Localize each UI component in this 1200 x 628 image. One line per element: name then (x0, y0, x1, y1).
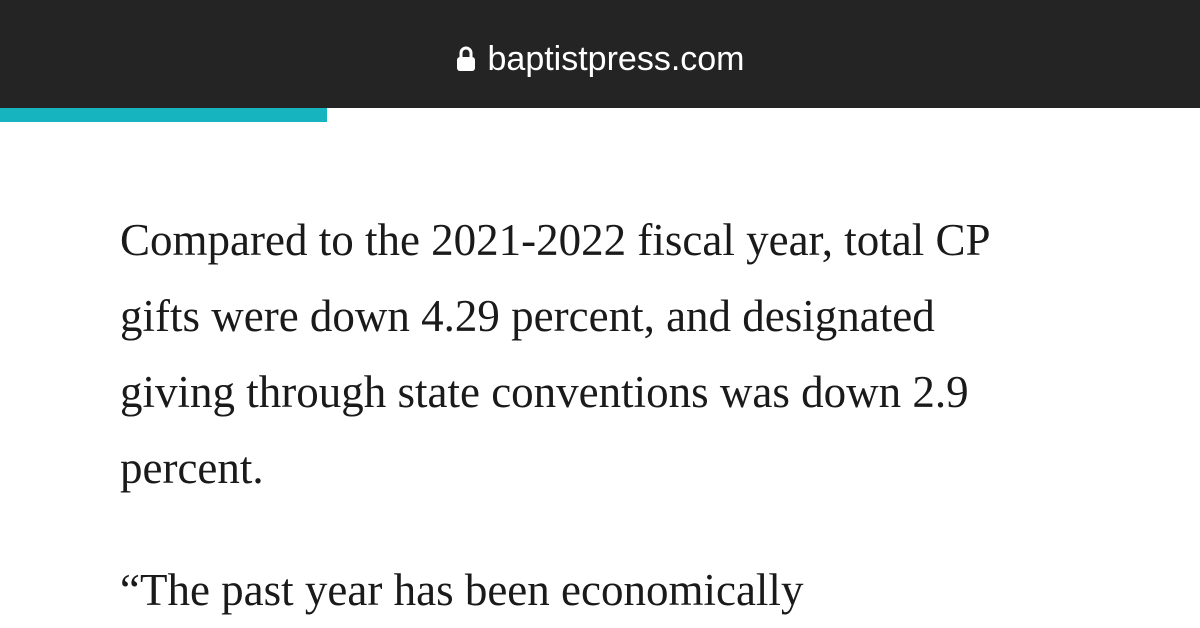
screen: baptistpress.com Compared to the 2021-20… (0, 0, 1200, 615)
text-line: gifts were down 4.29 percent, and design… (120, 291, 935, 341)
article-next-line: “The past year has been economically (120, 565, 804, 615)
lock-icon (456, 46, 475, 71)
text-line: Compared to the 2021-2022 fiscal year, t… (120, 215, 991, 265)
article-paragraph: Compared to the 2021-2022 fiscal year, t… (120, 202, 991, 506)
url-field[interactable]: baptistpress.com (0, 0, 1200, 118)
text-line: percent. (120, 443, 264, 493)
url-text: baptistpress.com (487, 39, 745, 78)
page-progress (0, 108, 327, 122)
address-bar (0, 0, 1200, 108)
text-line: giving through state conventions was dow… (120, 367, 969, 417)
